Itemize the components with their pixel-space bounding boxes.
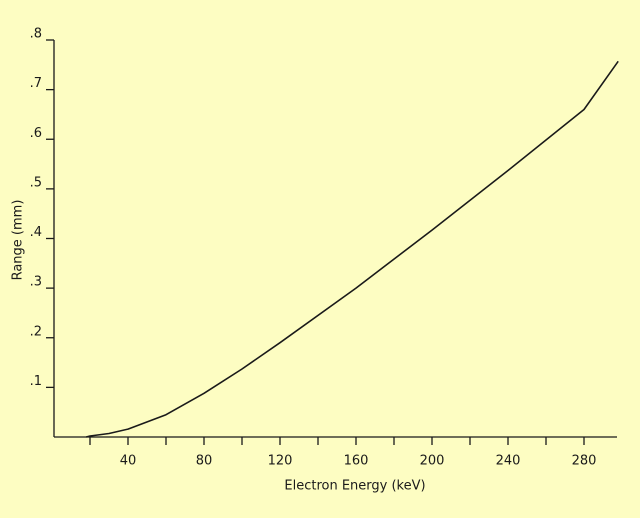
x-tick-label: 80: [196, 454, 213, 469]
y-tick-label: .8: [30, 27, 42, 42]
y-tick-label: .3: [30, 275, 42, 290]
data-line: [85, 60, 619, 438]
y-tick-label: .5: [30, 175, 42, 190]
x-tick-label: 40: [120, 454, 137, 469]
y-axis-label: Range (mm): [11, 200, 26, 281]
x-tick-label: 160: [344, 454, 369, 469]
x-tick-label: 240: [496, 454, 521, 469]
y-tick-label: .4: [30, 225, 42, 240]
y-tick-label: .7: [30, 76, 42, 91]
y-tick-label: .1: [30, 374, 42, 389]
x-tick-label: 200: [420, 454, 445, 469]
y-tick-label: .6: [30, 126, 42, 141]
x-tick-label: 280: [572, 454, 597, 469]
y-tick-label: .2: [30, 324, 42, 339]
x-axis-label: Electron Energy (keV): [284, 479, 425, 494]
x-tick-label: 120: [268, 454, 293, 469]
